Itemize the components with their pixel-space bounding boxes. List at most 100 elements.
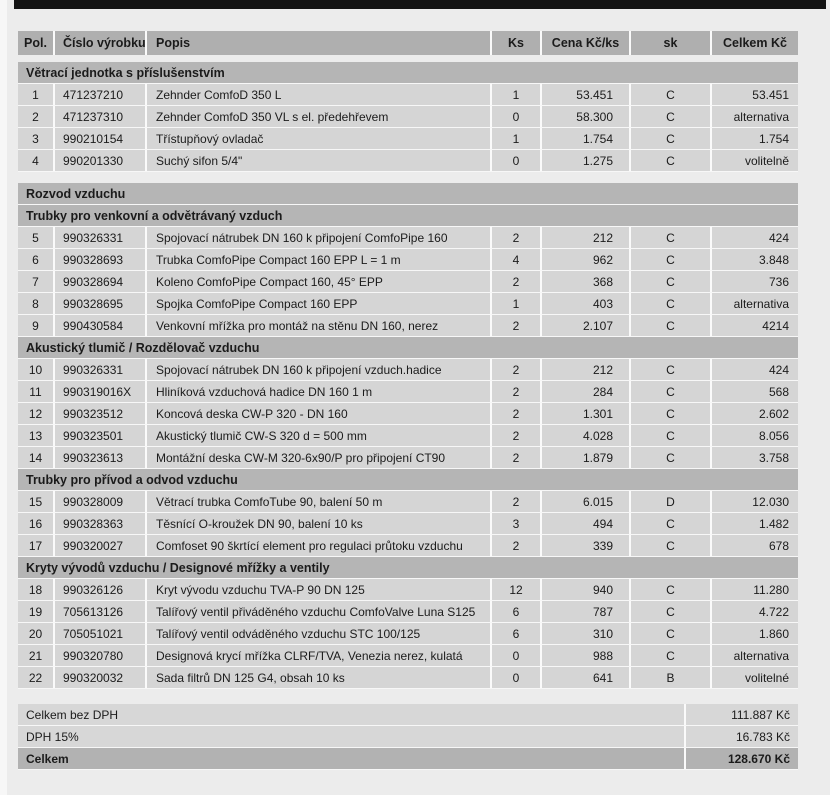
section-header-label: Kryty vývodů vzduchu / Designové mřížky …: [18, 557, 798, 578]
cell-product-number: 990320027: [53, 535, 145, 556]
column-header-group: sk: [629, 31, 710, 55]
table-row: 11 990319016X Hliníková vzduchová hadice…: [18, 381, 798, 403]
cell-group: B: [629, 667, 710, 688]
cell-product-number: 990320032: [53, 667, 145, 688]
cell-product-number: 705613126: [53, 601, 145, 622]
cell-product-number: 990328694: [53, 271, 145, 292]
cell-group: C: [629, 601, 710, 622]
cell-product-number: 990319016X: [53, 381, 145, 402]
cell-unit-price: 2.107: [540, 315, 629, 336]
table-row: 16 990328363 Těsnící O-kroužek DN 90, ba…: [18, 513, 798, 535]
cell-description: Spojovací nátrubek DN 160 k připojení Co…: [145, 227, 490, 248]
cell-total: 736: [710, 271, 798, 292]
cell-total: volitelné: [710, 667, 798, 688]
table-row: Trubky pro venkovní a odvětrávaný vzduch: [18, 205, 798, 227]
cell-group: C: [629, 381, 710, 402]
document-top-bar: [14, 0, 826, 9]
cell-position: 12: [18, 403, 53, 424]
cell-group: C: [629, 645, 710, 666]
cell-quantity: 12: [490, 579, 540, 600]
table-row: 22 990320032 Sada filtrů DN 125 G4, obsa…: [18, 667, 798, 689]
table-row: 6 990328693 Trubka ComfoPipe Compact 160…: [18, 249, 798, 271]
table-row: 10 990326331 Spojovací nátrubek DN 160 k…: [18, 359, 798, 381]
table-row: 8 990328695 Spojka ComfoPipe Compact 160…: [18, 293, 798, 315]
column-header-position: Pol.: [18, 31, 53, 55]
cell-position: 4: [18, 150, 53, 171]
section-header-label: Trubky pro venkovní a odvětrávaný vzduch: [18, 205, 798, 226]
table-row: Rozvod vzduchu: [18, 183, 798, 205]
cell-product-number: 990430584: [53, 315, 145, 336]
table-row: 18 990326126 Kryt vývodu vzduchu TVA-P 9…: [18, 579, 798, 601]
table-row: 15 990328009 Větrací trubka ComfoTube 90…: [18, 491, 798, 513]
cell-position: 21: [18, 645, 53, 666]
cell-quantity: 1: [490, 128, 540, 149]
cell-total: 53.451: [710, 84, 798, 105]
summary-row: Celkem 128.670 Kč: [18, 748, 798, 770]
cell-quantity: 2: [490, 447, 540, 468]
cell-position: 14: [18, 447, 53, 468]
cell-product-number: 990328695: [53, 293, 145, 314]
cell-product-number: 471237310: [53, 106, 145, 127]
summary-label: Celkem: [18, 748, 684, 769]
cell-quantity: 2: [490, 403, 540, 424]
summary-value: 111.887 Kč: [684, 704, 798, 725]
cell-quantity: 0: [490, 667, 540, 688]
cell-group: C: [629, 403, 710, 424]
cell-product-number: 990323501: [53, 425, 145, 446]
cell-group: C: [629, 150, 710, 171]
cell-position: 5: [18, 227, 53, 248]
cell-unit-price: 1.754: [540, 128, 629, 149]
cell-position: 16: [18, 513, 53, 534]
cell-product-number: 990326331: [53, 359, 145, 380]
cell-group: C: [629, 271, 710, 292]
section-header-label: Větrací jednotka s příslušenstvím: [18, 62, 798, 83]
cell-description: Koncová deska CW-P 320 - DN 160: [145, 403, 490, 424]
cell-unit-price: 403: [540, 293, 629, 314]
cell-description: Akustický tlumič CW-S 320 d = 500 mm: [145, 425, 490, 446]
table-row: 9 990430584 Venkovní mřížka pro montáž n…: [18, 315, 798, 337]
cell-description: Spojovací nátrubek DN 160 k připojení vz…: [145, 359, 490, 380]
cell-total: alternativa: [710, 106, 798, 127]
cell-unit-price: 1.879: [540, 447, 629, 468]
cell-unit-price: 962: [540, 249, 629, 270]
quotation-table: Pol. Číslo výrobku Popis Ks Cena Kč/ks s…: [18, 31, 798, 770]
cell-description: Sada filtrů DN 125 G4, obsah 10 ks: [145, 667, 490, 688]
cell-total: 4.722: [710, 601, 798, 622]
cell-product-number: 990328363: [53, 513, 145, 534]
cell-product-number: 990201330: [53, 150, 145, 171]
cell-position: 7: [18, 271, 53, 292]
cell-position: 18: [18, 579, 53, 600]
cell-position: 10: [18, 359, 53, 380]
cell-quantity: 2: [490, 315, 540, 336]
summary-value: 16.783 Kč: [684, 726, 798, 747]
table-row: Větrací jednotka s příslušenstvím: [18, 62, 798, 84]
cell-position: 13: [18, 425, 53, 446]
cell-product-number: 990328693: [53, 249, 145, 270]
cell-quantity: 0: [490, 645, 540, 666]
cell-group: C: [629, 579, 710, 600]
table-row: 21 990320780 Designová krycí mřížka CLRF…: [18, 645, 798, 667]
cell-position: 8: [18, 293, 53, 314]
summary-label: Celkem bez DPH: [18, 704, 684, 725]
cell-unit-price: 494: [540, 513, 629, 534]
cell-description: Talířový ventil přiváděného vzduchu Comf…: [145, 601, 490, 622]
summary-block: Celkem bez DPH 111.887 Kč DPH 15% 16.783…: [18, 704, 798, 770]
summary-value: 128.670 Kč: [684, 748, 798, 769]
cell-description: Koleno ComfoPipe Compact 160, 45° EPP: [145, 271, 490, 292]
section-header-label: Rozvod vzduchu: [18, 183, 798, 204]
summary-row: DPH 15% 16.783 Kč: [18, 726, 798, 748]
cell-position: 2: [18, 106, 53, 127]
cell-unit-price: 1.275: [540, 150, 629, 171]
table-row: 13 990323501 Akustický tlumič CW-S 320 d…: [18, 425, 798, 447]
cell-product-number: 990323512: [53, 403, 145, 424]
section-header-label: Akustický tlumič / Rozdělovač vzduchu: [18, 337, 798, 358]
table-body: Větrací jednotka s příslušenstvím 1 4712…: [18, 62, 798, 689]
table-row: 7 990328694 Koleno ComfoPipe Compact 160…: [18, 271, 798, 293]
cell-position: 15: [18, 491, 53, 512]
cell-total: 12.030: [710, 491, 798, 512]
cell-unit-price: 339: [540, 535, 629, 556]
cell-quantity: 1: [490, 84, 540, 105]
cell-quantity: 0: [490, 106, 540, 127]
cell-product-number: 990323613: [53, 447, 145, 468]
cell-total: 1.754: [710, 128, 798, 149]
